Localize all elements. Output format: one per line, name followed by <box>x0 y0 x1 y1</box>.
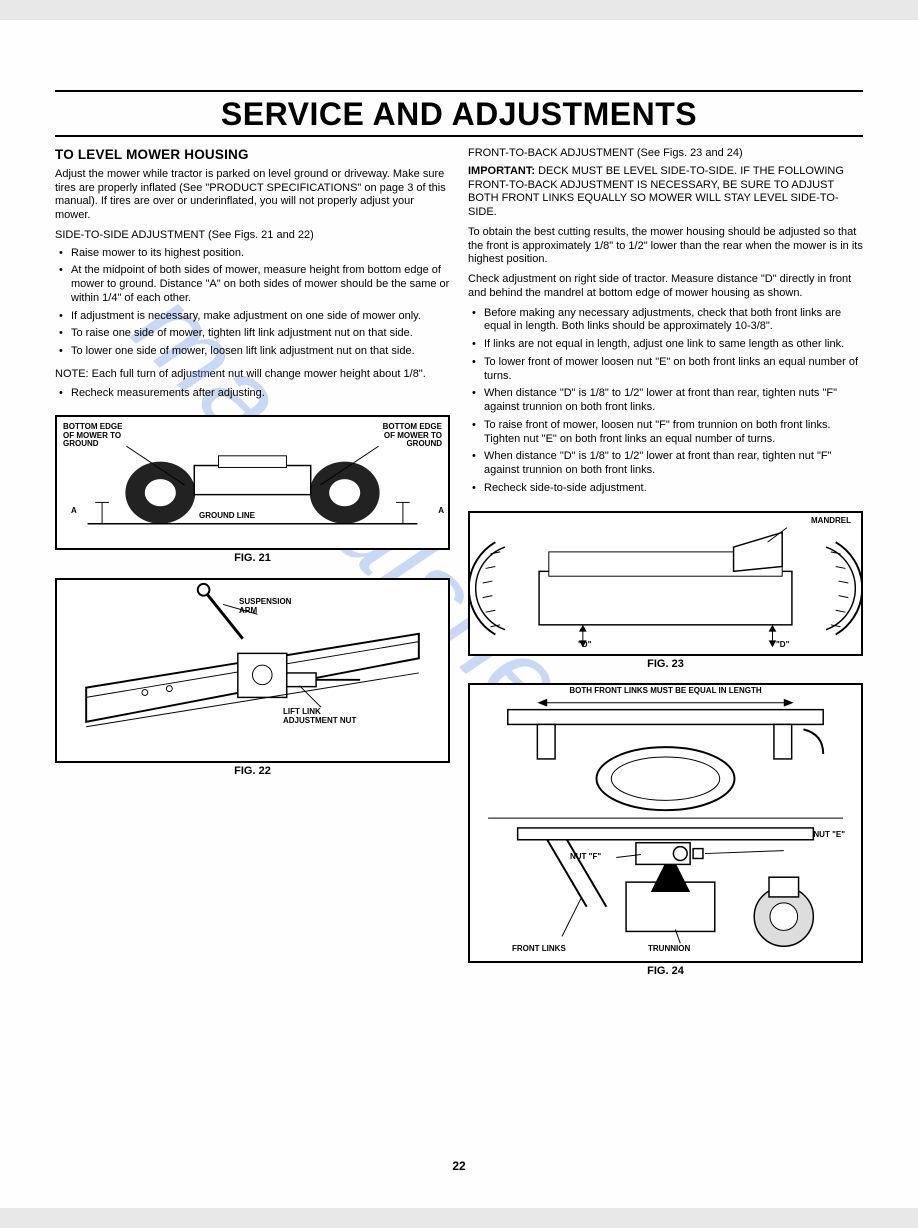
fig24-diagram <box>470 685 861 961</box>
fig21-ground-line: GROUND LINE <box>199 512 255 520</box>
bullet-item: At the midpoint of both sides of mower, … <box>55 264 450 305</box>
bullet-item: When distance "D" is 1/8" to 1/2" lower … <box>468 387 863 415</box>
content-columns: TO LEVEL MOWER HOUSING Adjust the mower … <box>55 147 863 985</box>
left-column: TO LEVEL MOWER HOUSING Adjust the mower … <box>55 147 450 985</box>
fig23-diagram <box>470 513 861 654</box>
figure-23: MANDREL "D" "D" <box>468 511 863 656</box>
fig21-a-left: A <box>71 507 77 515</box>
fig23-mandrel: MANDREL <box>811 517 851 525</box>
front-para1: To obtain the best cutting results, the … <box>468 226 863 267</box>
page-number: 22 <box>452 1159 465 1173</box>
bullet-item: Recheck side-to-side adjustment. <box>468 482 863 496</box>
bullet-item: When distance "D" is 1/8" to 1/2" lower … <box>468 450 863 478</box>
fig21-a-right: A <box>438 507 444 515</box>
right-column: FRONT-TO-BACK ADJUSTMENT (See Figs. 23 a… <box>468 147 863 985</box>
title-rule-bot <box>55 135 863 137</box>
bullet-item: Before making any necessary adjustments,… <box>468 307 863 335</box>
fig21-caption: FIG. 21 <box>55 552 450 566</box>
fig24-nut-f: NUT "F" <box>570 853 601 861</box>
intro-paragraph: Adjust the mower while tractor is parked… <box>55 168 450 223</box>
important-note: IMPORTANT: DECK MUST BE LEVEL SIDE-TO-SI… <box>468 165 863 220</box>
figure-21: BOTTOM EDGE OF MOWER TO GROUND BOTTOM ED… <box>55 415 450 550</box>
fig24-top-label: BOTH FRONT LINKS MUST BE EQUAL IN LENGTH <box>470 687 861 695</box>
recheck-bullets: Recheck measurements after adjusting. <box>55 387 450 405</box>
fig23-d-right: "D" <box>776 641 789 649</box>
fig22-suspension-arm: SUSPENSION ARM <box>239 598 291 615</box>
fig24-trunnion: TRUNNION <box>648 945 690 953</box>
fig23-caption: FIG. 23 <box>468 658 863 672</box>
fig22-caption: FIG. 22 <box>55 765 450 779</box>
bullet-item: To raise one side of mower, tighten lift… <box>55 327 450 341</box>
front-bullets: Before making any necessary adjustments,… <box>468 307 863 500</box>
fig21-label-left: BOTTOM EDGE OF MOWER TO GROUND <box>63 423 122 448</box>
bullet-item: To lower front of mower loosen nut "E" o… <box>468 356 863 384</box>
bullet-item: Recheck measurements after adjusting. <box>55 387 450 401</box>
figure-22: SUSPENSION ARM LIFT LINK ADJUSTMENT NUT <box>55 578 450 763</box>
manual-page: manualshelf.com SERVICE AND ADJUSTMENTS … <box>0 20 918 1208</box>
fig24-nut-e: NUT "E" <box>813 831 845 839</box>
note-text: NOTE: Each full turn of adjustment nut w… <box>55 368 450 382</box>
figure-24: BOTH FRONT LINKS MUST BE EQUAL IN LENGTH… <box>468 683 863 963</box>
bullet-item: If adjustment is necessary, make adjustm… <box>55 310 450 324</box>
fig22-lift-link: LIFT LINK ADJUSTMENT NUT <box>283 708 356 725</box>
fig21-label-right: BOTTOM EDGE OF MOWER TO GROUND <box>383 423 442 448</box>
fig23-d-left: "D" <box>578 641 591 649</box>
bullet-item: To lower one side of mower, loosen lift … <box>55 345 450 359</box>
fig24-front-links: FRONT LINKS <box>512 945 566 953</box>
front-back-heading: FRONT-TO-BACK ADJUSTMENT (See Figs. 23 a… <box>468 147 863 161</box>
bullet-item: Raise mower to its highest position. <box>55 247 450 261</box>
side-adjustment-heading: SIDE-TO-SIDE ADJUSTMENT (See Figs. 21 an… <box>55 229 450 243</box>
bullet-item: To raise front of mower, loosen nut "F" … <box>468 419 863 447</box>
bullet-item: If links are not equal in length, adjust… <box>468 338 863 352</box>
front-para2: Check adjustment on right side of tracto… <box>468 273 863 301</box>
section-heading: TO LEVEL MOWER HOUSING <box>55 147 450 164</box>
page-title: SERVICE AND ADJUSTMENTS <box>55 96 863 133</box>
side-bullets: Raise mower to its highest position. At … <box>55 247 450 363</box>
fig24-caption: FIG. 24 <box>468 965 863 979</box>
title-rule-top <box>55 90 863 92</box>
